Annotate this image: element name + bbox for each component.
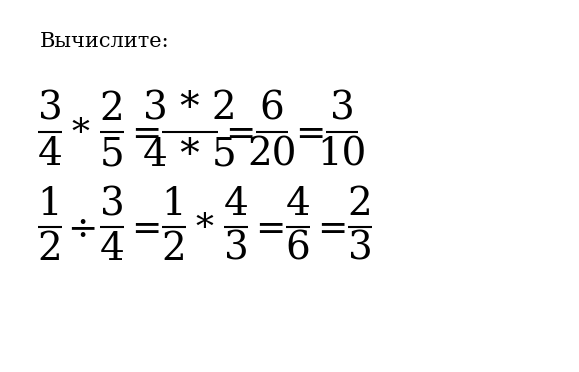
Text: 10: 10 <box>317 136 367 173</box>
Text: $=$: $=$ <box>290 115 325 149</box>
Text: $*$: $*$ <box>71 115 91 149</box>
Text: 2: 2 <box>100 91 124 128</box>
Text: $*$: $*$ <box>195 210 215 244</box>
Text: 1: 1 <box>162 186 186 223</box>
Text: 3: 3 <box>223 231 248 268</box>
Text: 3: 3 <box>347 231 372 268</box>
Text: $=$: $=$ <box>219 115 255 149</box>
Text: 1: 1 <box>38 186 63 223</box>
Text: 5: 5 <box>100 136 124 173</box>
Text: 3: 3 <box>38 91 63 128</box>
Text: $\div$: $\div$ <box>67 210 96 244</box>
Text: 2: 2 <box>162 231 186 268</box>
Text: 3: 3 <box>329 91 354 128</box>
Text: 6: 6 <box>259 91 284 128</box>
Text: 4: 4 <box>285 186 310 223</box>
Text: Вычислите:: Вычислите: <box>40 32 170 51</box>
Text: 4: 4 <box>100 231 124 268</box>
Text: 3: 3 <box>100 186 124 223</box>
Text: 2: 2 <box>38 231 63 268</box>
Text: 4: 4 <box>38 136 63 173</box>
Text: 20: 20 <box>247 136 297 173</box>
Text: 4: 4 <box>223 186 248 223</box>
Text: 2: 2 <box>347 186 372 223</box>
Text: 3 * 2: 3 * 2 <box>143 91 237 128</box>
Text: $=$: $=$ <box>312 210 347 244</box>
Text: $=$: $=$ <box>250 210 285 244</box>
Text: 6: 6 <box>285 231 310 268</box>
Text: 4 * 5: 4 * 5 <box>143 136 237 173</box>
Text: $=$: $=$ <box>125 115 161 149</box>
Text: $=$: $=$ <box>125 210 161 244</box>
